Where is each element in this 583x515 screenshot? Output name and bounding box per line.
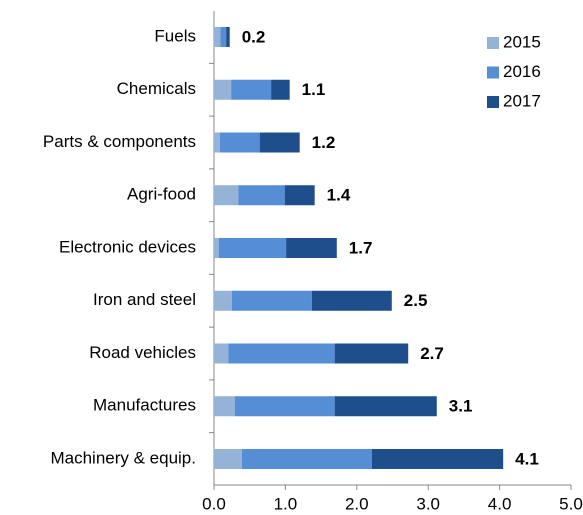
bar-segment	[234, 396, 335, 417]
total-label: 4.1	[515, 449, 539, 468]
bar-segment	[231, 79, 272, 100]
total-label: 2.7	[420, 344, 444, 363]
y-tick-label: Agri-food	[127, 185, 196, 204]
y-tick-label: Electronic devices	[59, 237, 196, 256]
bar-segment	[214, 79, 232, 100]
bar-segment	[271, 79, 290, 100]
bar-segment	[214, 27, 221, 47]
total-label: 1.2	[312, 133, 336, 152]
y-tick-label: Parts & components	[43, 132, 196, 151]
y-tick-label: Fuels	[154, 26, 196, 45]
bar-segment	[214, 396, 235, 417]
bar-segment	[220, 27, 227, 47]
legend-swatch	[487, 66, 499, 79]
total-label: 2.5	[404, 291, 428, 310]
y-tick-label: Chemicals	[117, 79, 196, 98]
bar-segment	[231, 290, 312, 311]
bar-segment	[241, 449, 372, 469]
bar-segment	[214, 238, 219, 258]
y-tick-label: Road vehicles	[89, 343, 196, 362]
bar-segment	[218, 238, 287, 258]
bar-segment	[334, 343, 409, 364]
legend-label: 2017	[503, 91, 541, 110]
x-tick-label: 2.0	[345, 494, 369, 513]
x-tick-label: 1.0	[274, 494, 298, 513]
y-tick-label: Machinery & equip.	[50, 448, 196, 467]
legend-label: 2015	[503, 32, 541, 51]
bar-segment	[238, 185, 285, 206]
bar-segment	[219, 132, 260, 153]
total-label: 1.1	[302, 80, 326, 99]
total-label: 1.4	[327, 186, 351, 205]
x-tick-label: 5.0	[559, 494, 583, 513]
bar-segment	[214, 449, 242, 469]
bar-segment	[214, 132, 220, 153]
bar-segment	[311, 290, 392, 311]
legend-swatch	[487, 37, 499, 49]
x-tick-label: 3.0	[416, 494, 440, 513]
total-label: 1.7	[349, 238, 373, 257]
x-tick-label: 0.0	[202, 494, 226, 513]
bar-segment	[228, 343, 335, 364]
legend-label: 2016	[503, 62, 541, 81]
total-label: 0.2	[242, 27, 266, 46]
total-label: 3.1	[449, 397, 473, 416]
y-tick-label: Iron and steel	[93, 290, 196, 309]
bar-segment	[214, 290, 232, 311]
bar-segment	[371, 449, 504, 469]
bar-segment	[334, 396, 437, 417]
bar-segment	[284, 185, 315, 206]
legend-swatch	[487, 96, 499, 108]
bar-segment	[214, 343, 229, 364]
x-tick-label: 4.0	[488, 494, 512, 513]
bar-segment	[214, 185, 239, 206]
bar-segment	[259, 132, 300, 153]
bar-segment	[286, 238, 337, 258]
bar-segment	[226, 27, 230, 47]
y-tick-label: Manufactures	[93, 396, 196, 415]
